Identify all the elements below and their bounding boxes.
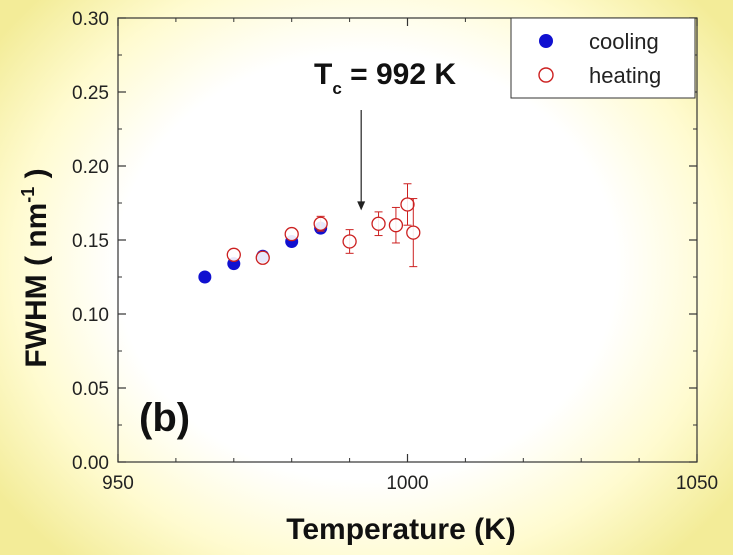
y-tick-label: 0.05 [72, 379, 109, 400]
y-axis-title-end: ) [20, 168, 53, 186]
data-point-heating [342, 234, 357, 249]
y-axis-title: FWHM ( nm-1 ) [18, 168, 53, 367]
y-tick-label: 0.30 [72, 9, 109, 30]
data-point-heating [313, 216, 328, 231]
y-tick-label: 0.15 [72, 231, 109, 252]
data-point-heating [284, 226, 299, 242]
x-tick-label: 950 [102, 473, 134, 494]
tc-arrow [357, 110, 366, 211]
y-tick-label: 0.00 [72, 453, 109, 474]
data-point-heating [255, 250, 270, 265]
y-tick-label: 0.10 [72, 305, 109, 326]
tc-subscript: c [332, 79, 341, 98]
legend-label-heating: heating [589, 63, 661, 88]
panel-label: (b) [139, 396, 190, 440]
legend-box [510, 17, 696, 99]
x-tick-label: 1050 [676, 473, 718, 494]
x-axis-title: Temperature (K) [286, 513, 515, 546]
y-axis-title-main: FWHM ( nm [20, 203, 53, 368]
tc-symbol: T [314, 58, 332, 91]
data-point-cooling [198, 270, 212, 284]
x-tick-label: 1000 [386, 473, 428, 494]
tc-annotation-label: Tc = 992 K [314, 58, 456, 98]
data-point-heating [400, 197, 415, 212]
data-point-heating [406, 225, 421, 240]
data-point-heating [371, 216, 386, 231]
data-point-heating [388, 218, 404, 233]
y-tick-label: 0.20 [72, 157, 109, 178]
legend: cooling heating [510, 17, 696, 99]
tc-arrow-head [357, 201, 366, 211]
y-axis-title-superscript: -1 [18, 187, 38, 203]
legend-marker-heating [538, 67, 554, 83]
y-tick-label: 0.25 [72, 83, 109, 104]
legend-marker-cooling [539, 34, 553, 48]
tc-value: = 992 K [342, 58, 457, 91]
data-point-heating [226, 247, 241, 262]
legend-label-cooling: cooling [589, 29, 659, 54]
